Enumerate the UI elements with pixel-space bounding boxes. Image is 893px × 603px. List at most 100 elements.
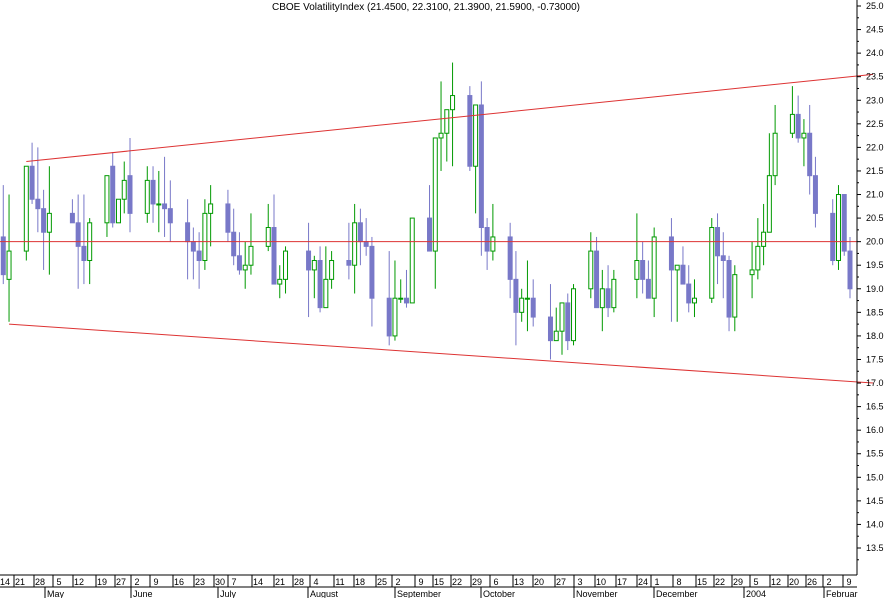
candle-body bbox=[524, 297, 530, 300]
month-label: May bbox=[47, 589, 65, 598]
candle-body bbox=[726, 260, 732, 318]
candle-body bbox=[311, 260, 317, 271]
x-tick-label: 7 bbox=[231, 577, 236, 587]
candle bbox=[352, 203, 358, 294]
candle bbox=[283, 246, 289, 294]
x-tick-label: 11 bbox=[335, 577, 344, 587]
candle bbox=[761, 203, 767, 266]
candle bbox=[467, 86, 473, 171]
candle-body bbox=[686, 283, 692, 304]
x-tick-label: 5 bbox=[753, 577, 758, 587]
candle-body bbox=[277, 278, 283, 285]
candle bbox=[265, 203, 271, 252]
candle-body bbox=[530, 297, 536, 318]
candle bbox=[225, 189, 231, 242]
x-tick-label: 12 bbox=[771, 577, 781, 587]
candle-body bbox=[680, 264, 686, 285]
candle bbox=[674, 264, 680, 322]
candle-body bbox=[519, 297, 525, 313]
candle-body bbox=[156, 203, 162, 206]
candle-body bbox=[599, 288, 605, 309]
candle-body bbox=[248, 245, 254, 266]
x-tick-label: 3 bbox=[577, 577, 582, 587]
y-tick-label: 19.0 bbox=[866, 284, 884, 294]
y-tick-label: 18.0 bbox=[866, 331, 884, 341]
candle-body bbox=[392, 297, 398, 337]
candle bbox=[726, 255, 732, 332]
candle bbox=[795, 95, 801, 143]
candle bbox=[599, 269, 605, 332]
y-tick-label: 21.0 bbox=[866, 190, 884, 200]
candle-body bbox=[369, 245, 375, 299]
candle bbox=[127, 137, 133, 233]
x-tick-label: 2 bbox=[395, 577, 400, 587]
candle bbox=[812, 156, 818, 228]
candle-body bbox=[438, 132, 444, 139]
candle-body bbox=[81, 245, 87, 262]
x-tick-label: 20 bbox=[789, 577, 799, 587]
y-tick-label: 23.0 bbox=[866, 95, 884, 105]
month-label: December bbox=[656, 589, 698, 598]
candle-body bbox=[547, 316, 553, 342]
candle bbox=[720, 232, 726, 299]
y-tick-label: 14.5 bbox=[866, 496, 884, 506]
candle-body bbox=[427, 217, 433, 252]
candle-body bbox=[789, 113, 795, 134]
y-tick-label: 15.0 bbox=[866, 472, 884, 482]
candle-body bbox=[588, 250, 594, 290]
y-tick-label: 13.5 bbox=[866, 543, 884, 553]
candle-body bbox=[46, 212, 52, 233]
y-tick-label: 20.5 bbox=[866, 213, 884, 223]
candle-body bbox=[513, 278, 519, 313]
month-label: Februar bbox=[826, 589, 858, 598]
x-tick-label: 6 bbox=[493, 577, 498, 587]
y-tick-label: 24.5 bbox=[866, 25, 884, 35]
candle bbox=[530, 279, 536, 327]
candle bbox=[507, 222, 513, 299]
candle-body bbox=[801, 132, 807, 139]
x-tick-label: 18 bbox=[355, 577, 365, 587]
candle bbox=[847, 236, 853, 299]
candle-body bbox=[357, 222, 363, 243]
candle-body bbox=[691, 297, 697, 304]
candle bbox=[749, 241, 755, 299]
chart-lines bbox=[0, 73, 874, 384]
candle-body bbox=[329, 260, 335, 280]
month-label: June bbox=[133, 589, 153, 598]
candle bbox=[801, 119, 807, 167]
candle bbox=[594, 236, 600, 309]
candle-body bbox=[720, 255, 726, 262]
candle-body bbox=[231, 231, 237, 257]
candle-body bbox=[761, 231, 767, 247]
candle-body bbox=[490, 236, 496, 252]
candle-body bbox=[127, 175, 133, 214]
x-tick-label: 29 bbox=[733, 577, 743, 587]
x-tick-label: 28 bbox=[35, 577, 45, 587]
candle bbox=[732, 265, 738, 332]
x-tick-label: 8 bbox=[676, 577, 681, 587]
x-tick-label: 27 bbox=[556, 577, 566, 587]
candle-body bbox=[196, 250, 202, 262]
candle bbox=[271, 194, 277, 285]
candle-body bbox=[749, 269, 755, 276]
candle bbox=[323, 246, 329, 309]
candle-body bbox=[709, 227, 715, 299]
candle bbox=[231, 208, 237, 266]
x-tick-label: 17 bbox=[617, 577, 627, 587]
candle-body bbox=[6, 250, 12, 280]
candle-body bbox=[467, 95, 473, 167]
x-tick-label: 5 bbox=[56, 577, 61, 587]
candle-body bbox=[444, 109, 450, 134]
month-label: September bbox=[397, 589, 441, 598]
candle bbox=[35, 147, 41, 233]
candle-body bbox=[611, 278, 617, 309]
x-tick-label: 1 bbox=[654, 577, 659, 587]
candle bbox=[565, 293, 571, 351]
candle-body bbox=[202, 212, 208, 262]
candle bbox=[611, 269, 617, 313]
candle bbox=[306, 222, 312, 318]
candle-body bbox=[668, 236, 674, 271]
candle-body bbox=[571, 288, 577, 342]
